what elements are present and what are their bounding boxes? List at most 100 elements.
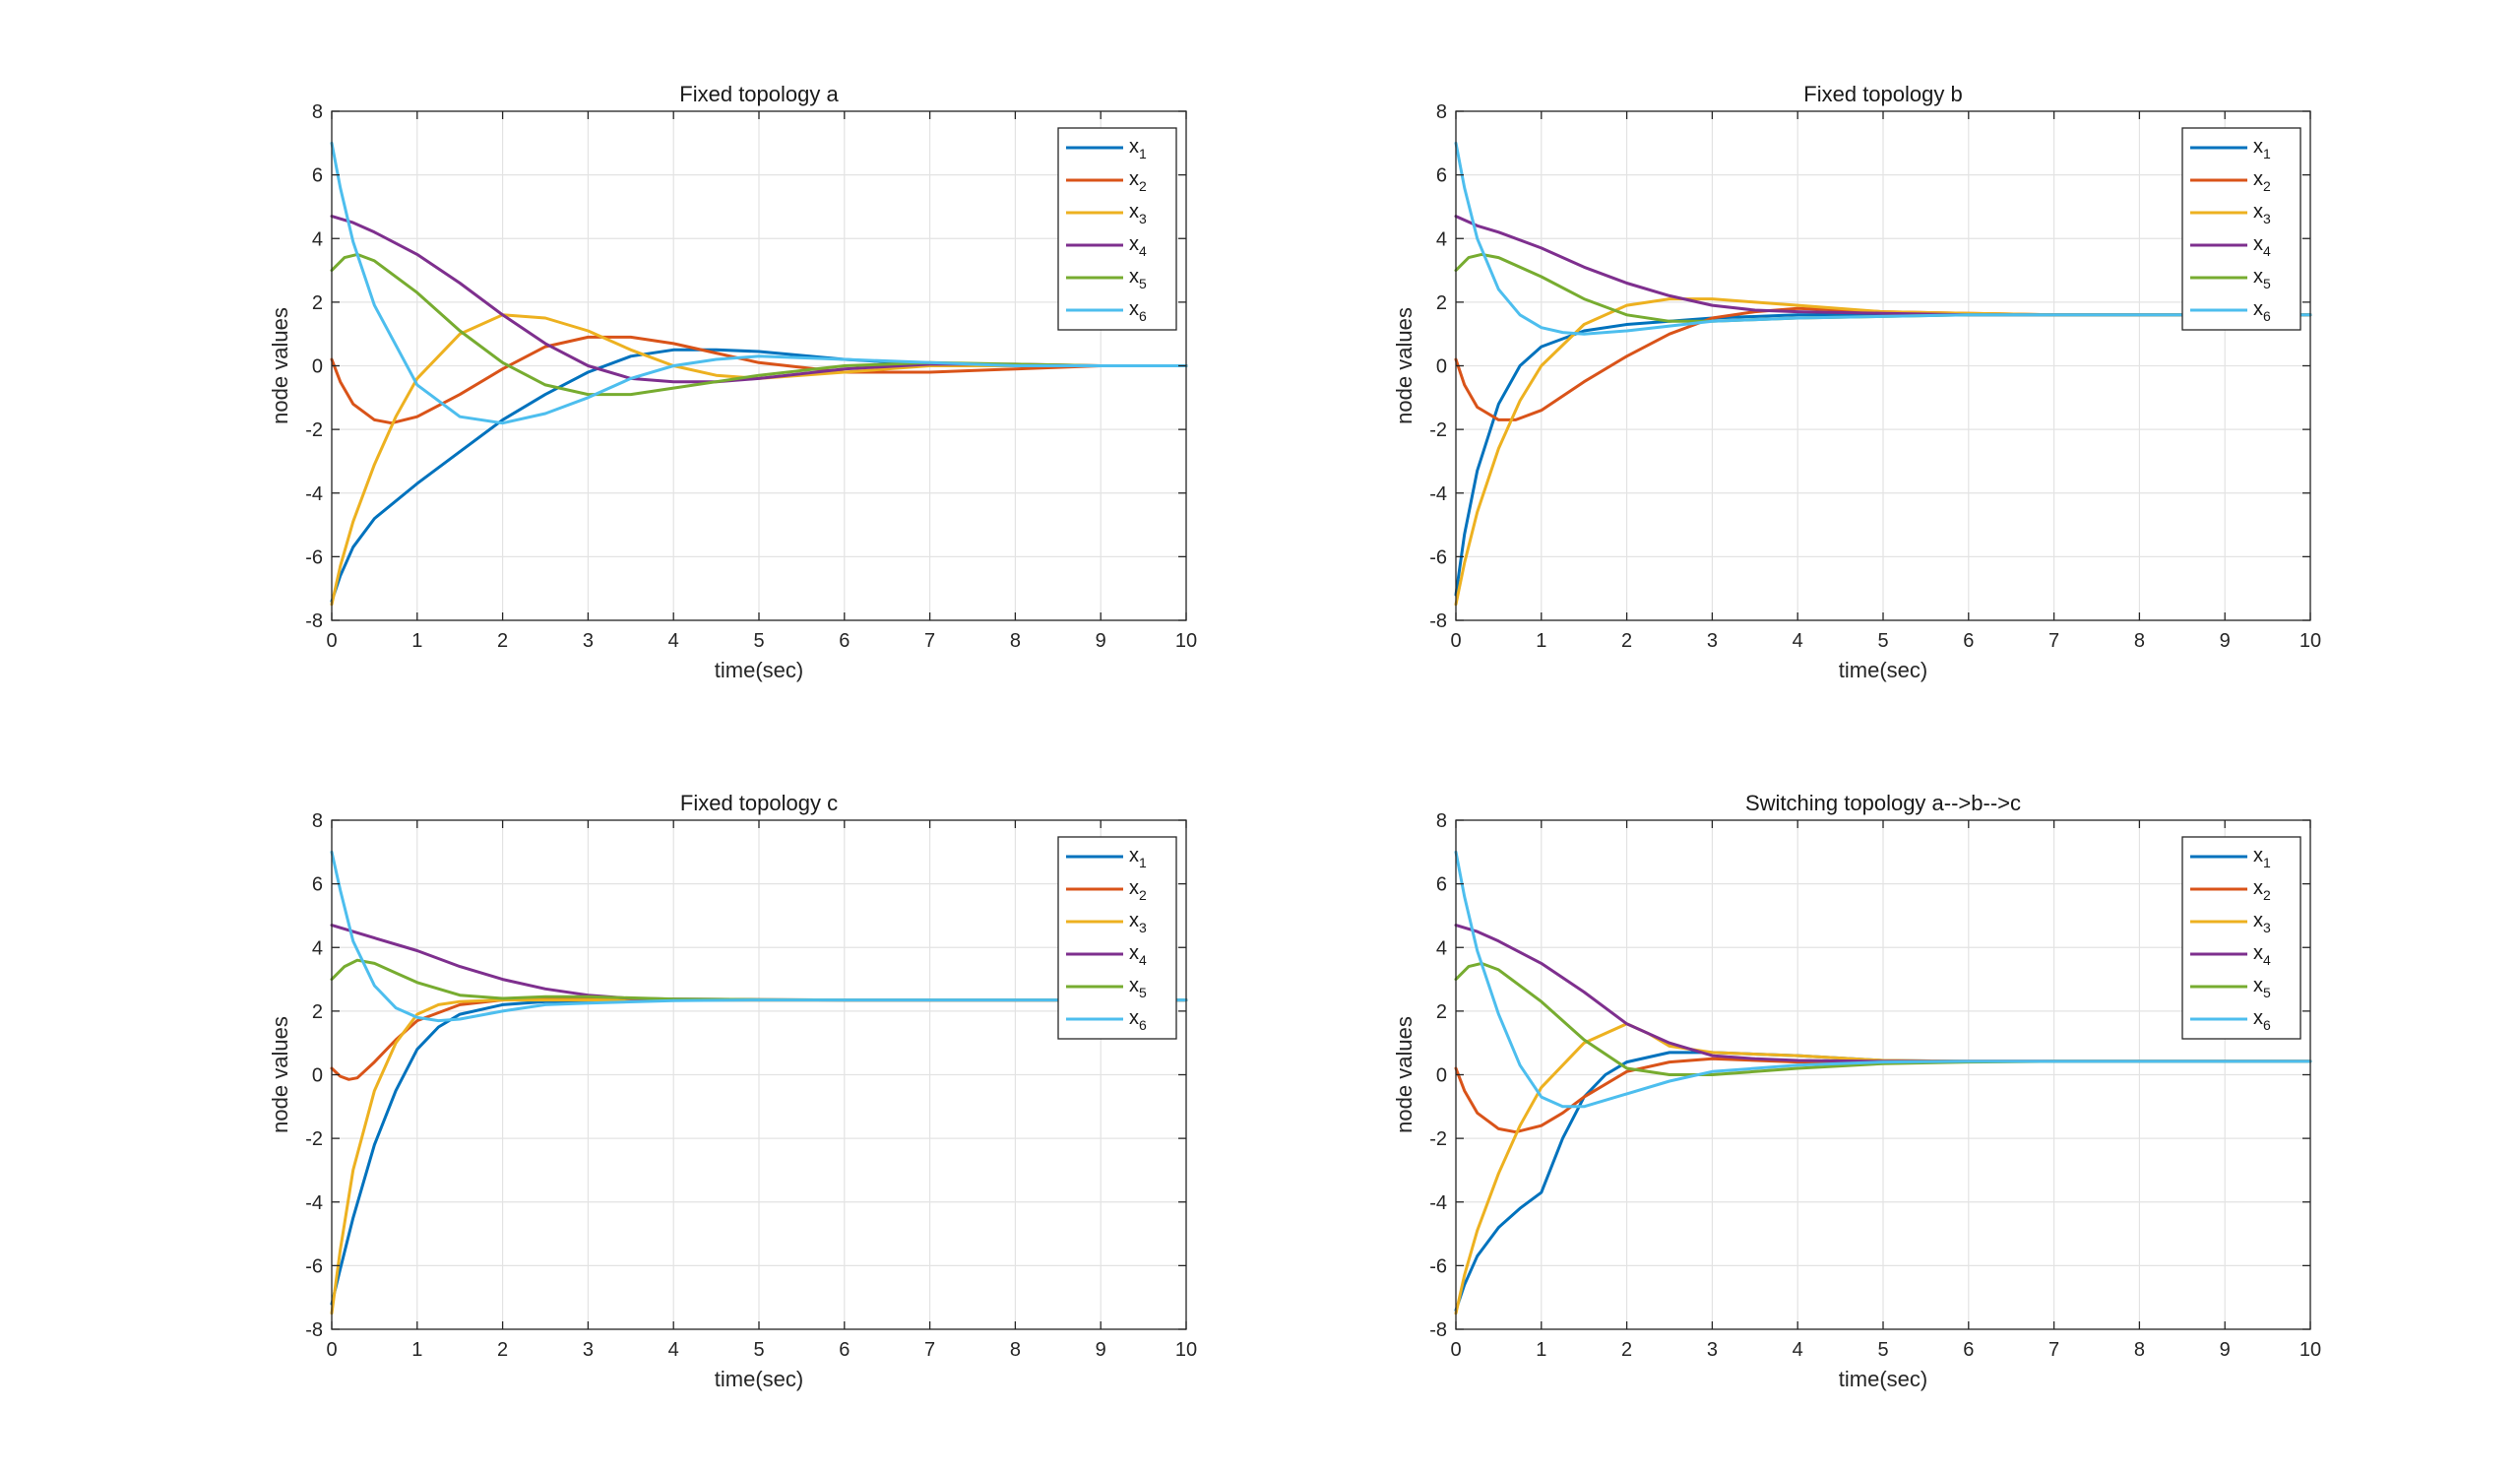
x-tick-label: 7 bbox=[924, 630, 935, 652]
chart-title: Switching topology a-->b-->c bbox=[1745, 791, 2021, 815]
y-tick-label: 0 bbox=[312, 1065, 323, 1087]
x-tick-label: 5 bbox=[753, 630, 764, 652]
x-tick-label: 2 bbox=[1621, 1339, 1632, 1361]
x-tick-label: 5 bbox=[1877, 1339, 1888, 1361]
x-tick-label: 2 bbox=[1621, 630, 1632, 652]
x-tick-label: 1 bbox=[1536, 1339, 1546, 1361]
y-tick-label: 0 bbox=[312, 356, 323, 378]
series-line-x6 bbox=[330, 850, 1188, 1023]
series-line-x6 bbox=[330, 141, 1188, 425]
y-tick-label: 2 bbox=[1436, 1001, 1447, 1023]
x-tick-label: 0 bbox=[1450, 630, 1461, 652]
series-lines bbox=[1454, 850, 2312, 1315]
x-axis-label: time(sec) bbox=[715, 1367, 803, 1391]
x-axis-label: time(sec) bbox=[715, 658, 803, 682]
chart-panel-4: 0 1 2 3 4 5 6 7 8 9 10 -8 -6 -4 -2 0 2 4 6 8 Switching topol… bbox=[1392, 791, 2321, 1391]
x-tick-label: 6 bbox=[839, 630, 850, 652]
chart-panel-2: 0 1 2 3 4 5 6 7 8 9 10 -8 -6 -4 -2 0 2 4 6 8 Fixed topology … bbox=[1392, 82, 2321, 682]
series-lines bbox=[330, 850, 1188, 1315]
y-tick-label: -8 bbox=[305, 610, 323, 632]
x-tick-label: 5 bbox=[753, 1339, 764, 1361]
x-tick-label: 9 bbox=[2220, 630, 2231, 652]
x-tick-label: 4 bbox=[1793, 630, 1803, 652]
y-axis-label: node values bbox=[268, 307, 292, 424]
series-line-x6 bbox=[1454, 850, 2312, 1109]
y-tick-label: -6 bbox=[1429, 546, 1447, 568]
legend-box bbox=[2181, 836, 2301, 1040]
y-tick-label: 2 bbox=[312, 1001, 323, 1023]
x-tick-label: 2 bbox=[497, 630, 508, 652]
series-lines bbox=[330, 141, 1188, 607]
chart-title: Fixed topology b bbox=[1803, 82, 1962, 106]
series-line-x2 bbox=[330, 335, 1188, 425]
x-tick-label: 3 bbox=[1707, 630, 1718, 652]
grid bbox=[331, 819, 1187, 1330]
x-tick-label: 0 bbox=[1450, 1339, 1461, 1361]
series-line-x3 bbox=[330, 313, 1188, 607]
y-tick-label: -2 bbox=[305, 1128, 323, 1150]
x-tick-label: 1 bbox=[411, 1339, 422, 1361]
y-tick-label: 6 bbox=[1436, 874, 1447, 896]
y-tick-label: 8 bbox=[1436, 101, 1447, 123]
x-tick-label: 8 bbox=[1010, 630, 1021, 652]
x-tick-label: 6 bbox=[1963, 630, 1974, 652]
y-tick-label: 8 bbox=[312, 101, 323, 123]
y-tick-label: 6 bbox=[1436, 165, 1447, 187]
chart-panel-1: 0 1 2 3 4 5 6 7 8 9 10 -8 -6 -4 -2 0 2 4 6 8 Fixed topology … bbox=[268, 82, 1197, 682]
x-tick-label: 8 bbox=[2134, 630, 2145, 652]
x-tick-label: 8 bbox=[1010, 1339, 1021, 1361]
x-tick-label: 7 bbox=[2048, 630, 2059, 652]
x-tick-label: 10 bbox=[2300, 1339, 2321, 1361]
x-tick-label: 3 bbox=[583, 630, 594, 652]
legend-box bbox=[2181, 127, 2301, 331]
x-tick-label: 9 bbox=[1096, 630, 1106, 652]
series-lines bbox=[1454, 141, 2312, 607]
x-tick-label: 2 bbox=[497, 1339, 508, 1361]
x-tick-label: 9 bbox=[2220, 1339, 2231, 1361]
x-tick-label: 9 bbox=[1096, 1339, 1106, 1361]
y-tick-label: 4 bbox=[1436, 228, 1447, 250]
y-tick-label: 0 bbox=[1436, 1065, 1447, 1087]
y-tick-label: -2 bbox=[1429, 1128, 1447, 1150]
y-axis-label: node values bbox=[268, 1016, 292, 1133]
legend-box bbox=[1057, 836, 1177, 1040]
y-tick-label: -2 bbox=[305, 419, 323, 441]
y-tick-label: -6 bbox=[1429, 1255, 1447, 1277]
x-tick-label: 10 bbox=[1175, 1339, 1197, 1361]
y-tick-label: -4 bbox=[1429, 1192, 1447, 1214]
series-line-x6 bbox=[1454, 141, 2312, 336]
y-tick-label: 4 bbox=[1436, 937, 1447, 959]
x-tick-label: 0 bbox=[326, 630, 337, 652]
y-tick-label: 4 bbox=[312, 937, 323, 959]
chart-title: Fixed topology c bbox=[680, 791, 838, 815]
x-axis-label: time(sec) bbox=[1839, 658, 1927, 682]
x-tick-label: 10 bbox=[2300, 630, 2321, 652]
x-tick-label: 1 bbox=[411, 630, 422, 652]
y-axis-label: node values bbox=[1392, 1016, 1417, 1133]
x-tick-label: 4 bbox=[668, 1339, 679, 1361]
y-tick-label: -8 bbox=[1429, 1319, 1447, 1341]
grid bbox=[1455, 819, 2311, 1330]
x-axis-label: time(sec) bbox=[1839, 1367, 1927, 1391]
y-tick-label: -8 bbox=[1429, 610, 1447, 632]
chart-title: Fixed topology a bbox=[679, 82, 839, 106]
x-tick-label: 3 bbox=[583, 1339, 594, 1361]
y-tick-label: -6 bbox=[305, 546, 323, 568]
x-tick-label: 7 bbox=[2048, 1339, 2059, 1361]
x-tick-label: 6 bbox=[1963, 1339, 1974, 1361]
y-tick-label: 6 bbox=[312, 874, 323, 896]
x-tick-label: 6 bbox=[839, 1339, 850, 1361]
y-axis-label: node values bbox=[1392, 307, 1417, 424]
y-tick-label: -4 bbox=[305, 483, 323, 505]
x-tick-label: 4 bbox=[1793, 1339, 1803, 1361]
y-tick-label: -4 bbox=[1429, 483, 1447, 505]
x-tick-label: 7 bbox=[924, 1339, 935, 1361]
x-tick-label: 5 bbox=[1877, 630, 1888, 652]
y-tick-label: -4 bbox=[305, 1192, 323, 1214]
x-tick-label: 4 bbox=[668, 630, 679, 652]
y-tick-label: 8 bbox=[1436, 810, 1447, 832]
